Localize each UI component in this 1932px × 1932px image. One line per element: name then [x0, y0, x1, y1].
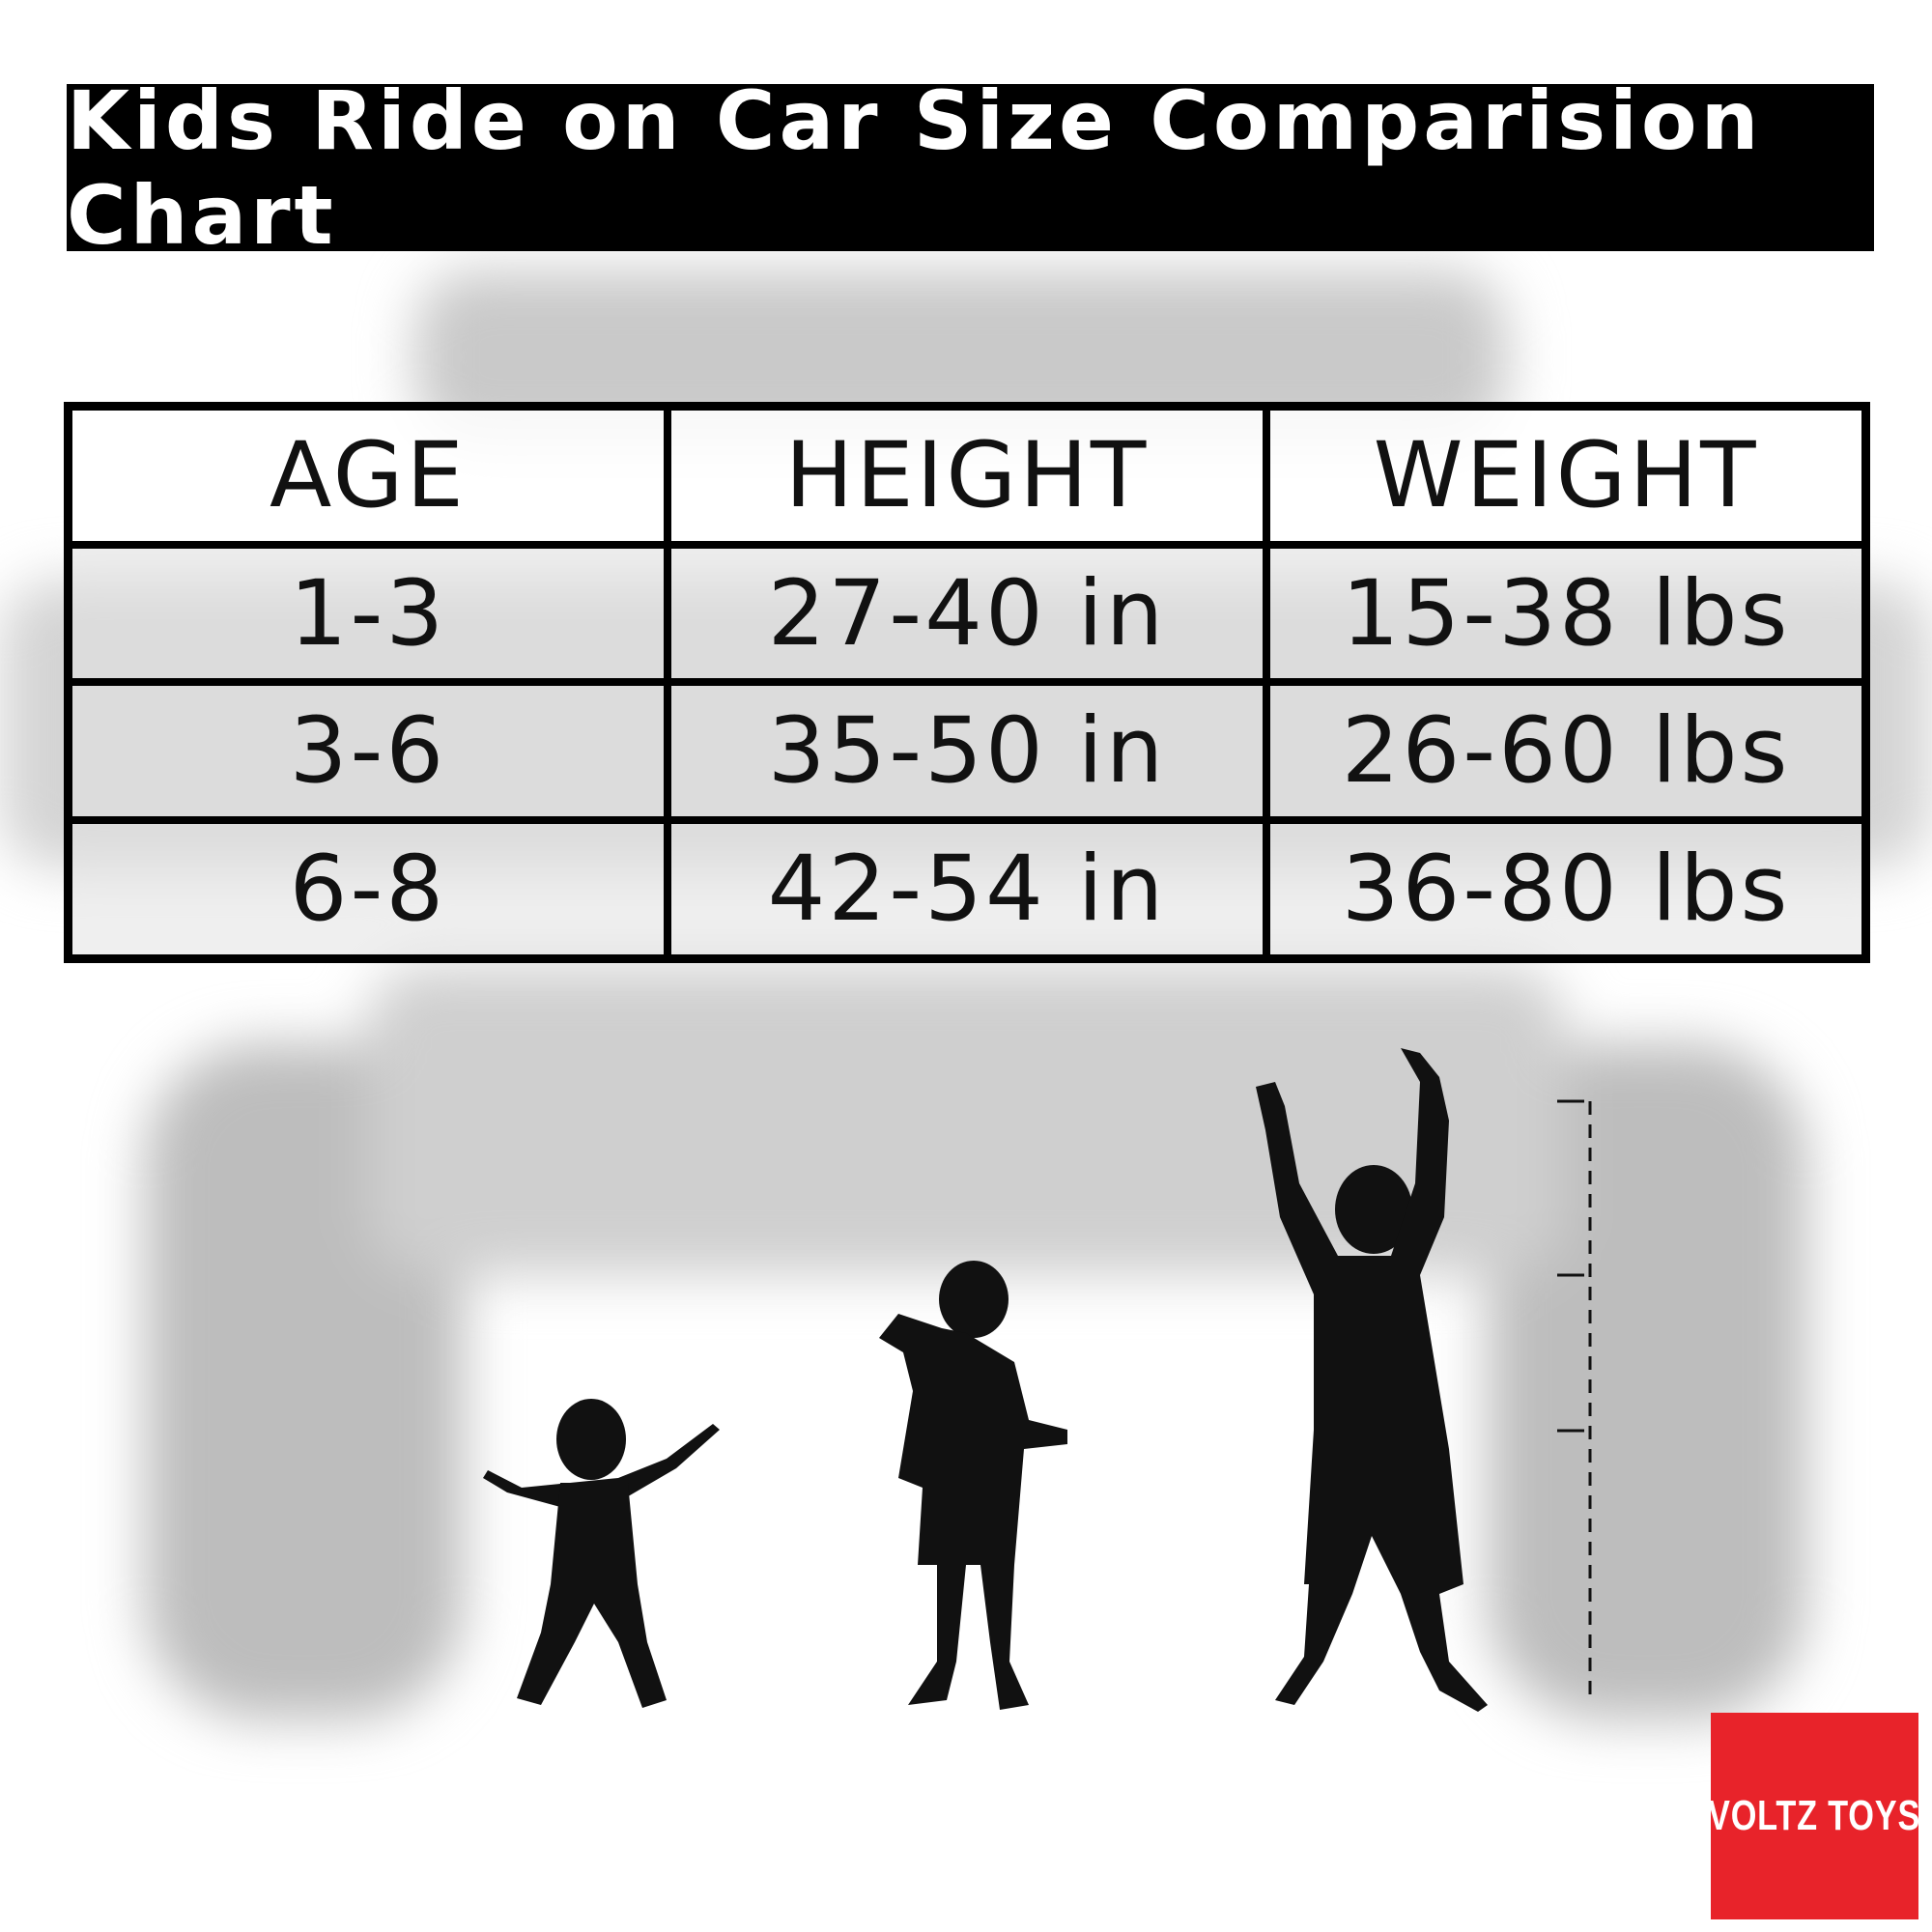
toddler-silhouette — [483, 1399, 720, 1708]
size-table: AGE HEIGHT WEIGHT 1-3 27-40 in 15-38 lbs… — [64, 402, 1870, 963]
logo-text: VOLTZ TOYS — [1708, 1792, 1921, 1839]
cell-age: 6-8 — [64, 816, 671, 963]
header-weight: WEIGHT — [1263, 402, 1870, 549]
cell-height: 35-50 in — [663, 678, 1271, 825]
cell-weight: 15-38 lbs — [1263, 540, 1870, 687]
cell-height: 42-54 in — [663, 816, 1271, 963]
cell-age: 1-3 — [64, 540, 671, 687]
cell-weight: 26-60 lbs — [1263, 678, 1870, 825]
cell-height: 27-40 in — [663, 540, 1271, 687]
height-ruler — [1557, 1099, 1592, 1698]
older-child-silhouette — [1256, 1048, 1488, 1712]
table-row: 3-6 35-50 in 26-60 lbs — [64, 678, 1870, 825]
child-silhouette — [879, 1261, 1067, 1710]
table-row: 6-8 42-54 in 36-80 lbs — [64, 816, 1870, 963]
chart-title: Kids Ride on Car Size Comparision Chart — [67, 72, 1763, 263]
header-age: AGE — [64, 402, 671, 549]
cell-weight: 36-80 lbs — [1263, 816, 1870, 963]
title-banner: Kids Ride on Car Size Comparision Chart — [67, 73, 1874, 263]
table-header-row: AGE HEIGHT WEIGHT — [64, 402, 1870, 549]
cell-age: 3-6 — [64, 678, 671, 825]
voltz-toys-logo: VOLTZ TOYS — [1708, 1713, 1921, 1919]
header-height: HEIGHT — [663, 402, 1271, 549]
table-row: 1-3 27-40 in 15-38 lbs — [64, 540, 1870, 687]
